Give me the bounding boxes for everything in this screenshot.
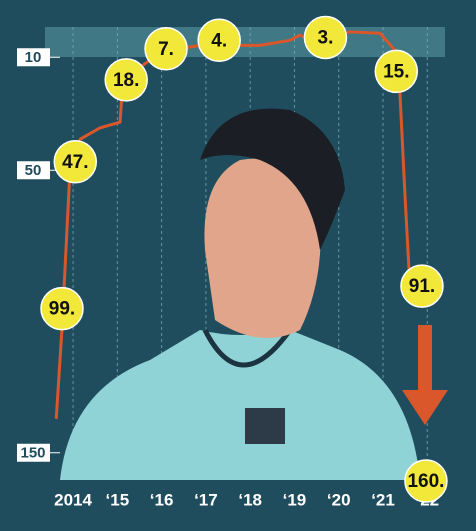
y-tick-label: 150 [20,445,45,462]
y-tick-box [17,161,50,180]
tennis-ball [144,27,188,71]
face [204,158,321,338]
rank-label: 3. [318,27,334,48]
y-tick-box [17,443,50,462]
drop-arrow [402,325,448,425]
x-tick-label: ‘20 [327,490,351,509]
photo [60,108,420,480]
y-tick-box [17,48,50,67]
x-tick-label: ‘21 [371,490,395,509]
tennis-ball [374,49,419,94]
rank-label: 47. [62,152,88,173]
tennis-ball [53,140,98,184]
y-tick-label: 50 [25,162,42,179]
y-tick-label: 10 [25,49,42,66]
tennis-ball [197,18,241,63]
rank-label: 91. [409,276,435,297]
x-tick-label: ‘16 [150,490,174,509]
collar [202,328,293,368]
cap [200,108,345,250]
rank-label: 160. [407,471,444,492]
rank-label: 4. [211,30,227,51]
tennis-ball [303,15,348,60]
logo [245,408,285,444]
tennis-ball [404,459,448,503]
rank-label: 7. [158,39,174,60]
tennis-ball [104,58,148,102]
x-tick-label: ‘17 [194,490,218,509]
x-tick-label: ‘15 [106,490,130,509]
x-tick-label: ‘19 [283,490,307,509]
x-tick-label: ‘18 [238,490,262,509]
rank-label: 18. [113,70,139,91]
top-ten-band [45,27,445,57]
shirt [60,330,420,480]
x-tick-label: 2014 [54,490,92,509]
rank-label: 99. [49,299,75,320]
rank-label: 15. [383,61,409,82]
tennis-ball [40,286,84,331]
tennis-ball [400,264,444,308]
label-layer: 2014‘15‘16‘17‘18‘19‘20‘21‘22105015099.47… [17,15,448,509]
